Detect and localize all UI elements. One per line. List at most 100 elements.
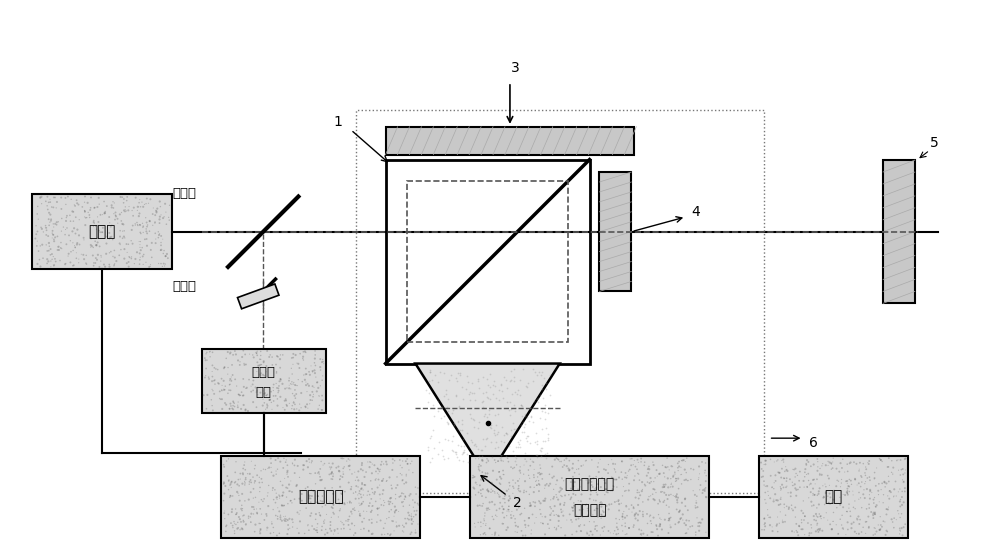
Point (517, 419, 533, 428)
Point (690, 518, 706, 527)
Point (485, 486, 501, 495)
Point (38, 240, 54, 249)
Point (516, 422, 532, 431)
Point (332, 483, 348, 491)
Point (888, 491, 904, 500)
Point (663, 479, 679, 488)
Point (483, 438, 499, 446)
Point (595, 527, 611, 536)
Point (515, 531, 531, 540)
Point (307, 369, 323, 378)
Point (214, 395, 230, 404)
Point (840, 467, 856, 476)
Point (245, 386, 261, 395)
Point (313, 457, 329, 466)
Point (153, 238, 169, 247)
Point (290, 375, 306, 384)
Point (240, 407, 256, 416)
Point (631, 525, 647, 534)
Point (490, 442, 506, 451)
Point (274, 517, 290, 525)
Point (72, 240, 88, 249)
Point (354, 461, 370, 469)
Point (473, 446, 489, 455)
Point (817, 500, 833, 509)
Point (222, 493, 238, 502)
Point (532, 505, 548, 514)
Point (134, 243, 150, 252)
Point (542, 511, 558, 519)
Point (342, 497, 358, 506)
Point (438, 386, 454, 395)
Point (541, 404, 557, 412)
Bar (759, 456, 908, 537)
Point (891, 509, 907, 518)
Point (48, 257, 64, 266)
Point (380, 529, 396, 538)
Point (405, 496, 421, 505)
Point (648, 488, 664, 497)
Point (618, 501, 634, 510)
Point (593, 483, 609, 491)
Bar (221, 456, 420, 537)
Point (756, 514, 772, 523)
Point (454, 416, 470, 425)
Point (493, 380, 509, 389)
Point (286, 399, 302, 407)
Point (249, 367, 265, 376)
Point (806, 460, 822, 469)
Point (893, 456, 909, 464)
Point (839, 479, 855, 488)
Point (86, 259, 102, 267)
Point (336, 520, 352, 529)
Point (264, 486, 280, 495)
Point (354, 480, 370, 489)
Point (147, 218, 163, 227)
Point (418, 386, 434, 395)
Point (824, 498, 840, 507)
Point (268, 467, 284, 475)
Point (363, 477, 379, 485)
Point (39, 223, 55, 232)
Point (503, 463, 519, 472)
Point (491, 531, 507, 540)
Point (420, 397, 436, 406)
Point (491, 479, 507, 488)
Point (571, 522, 587, 530)
Point (630, 510, 646, 519)
Point (422, 365, 438, 374)
Point (261, 481, 277, 490)
Point (234, 490, 250, 498)
Point (279, 384, 295, 393)
Point (551, 488, 567, 496)
Point (388, 506, 404, 514)
Text: 检偏器: 检偏器 (173, 280, 197, 293)
Point (525, 458, 541, 467)
Point (341, 478, 357, 487)
Point (348, 494, 364, 503)
Point (245, 376, 261, 385)
Point (151, 259, 167, 268)
Point (571, 470, 587, 479)
Point (118, 206, 134, 215)
Point (807, 490, 823, 499)
Point (270, 503, 286, 512)
Point (805, 489, 821, 498)
Point (252, 519, 268, 528)
Point (867, 468, 883, 477)
Point (615, 482, 631, 491)
Point (252, 355, 268, 363)
Point (86, 218, 102, 227)
Point (532, 470, 548, 479)
Point (491, 396, 507, 405)
Point (849, 515, 865, 524)
Point (493, 453, 509, 462)
Point (892, 530, 908, 539)
Point (808, 509, 824, 518)
Point (499, 486, 515, 495)
Point (532, 464, 548, 473)
Point (804, 502, 820, 511)
Point (93, 253, 109, 261)
Point (814, 470, 830, 479)
Point (278, 458, 294, 467)
